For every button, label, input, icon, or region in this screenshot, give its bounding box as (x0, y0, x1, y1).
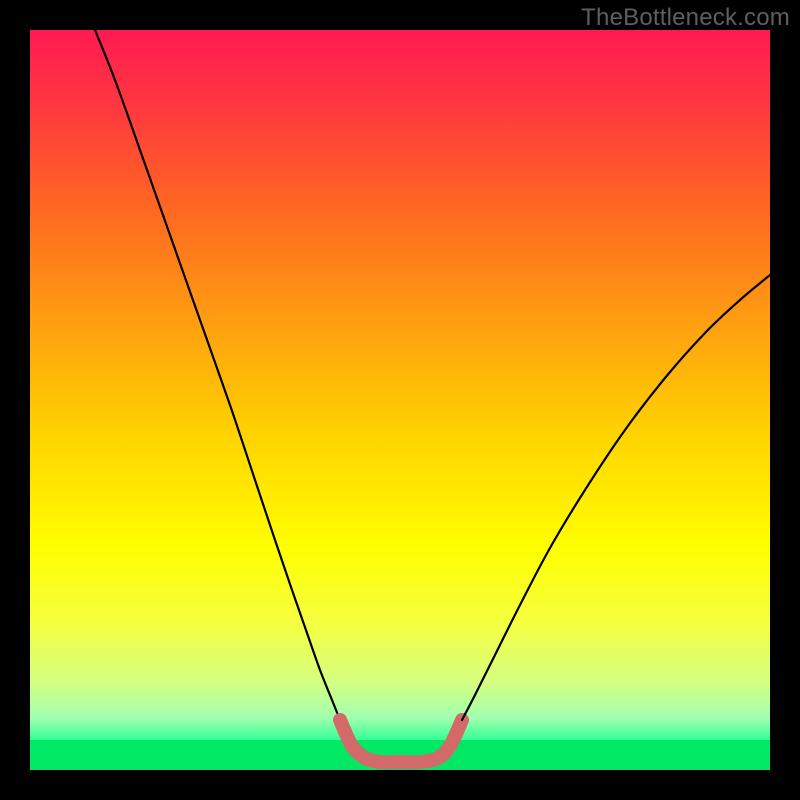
chart-frame: TheBottleneck.com (0, 0, 800, 800)
gradient-background (30, 30, 770, 770)
bottleneck-chart (0, 0, 800, 800)
watermark-text: TheBottleneck.com (581, 4, 790, 32)
